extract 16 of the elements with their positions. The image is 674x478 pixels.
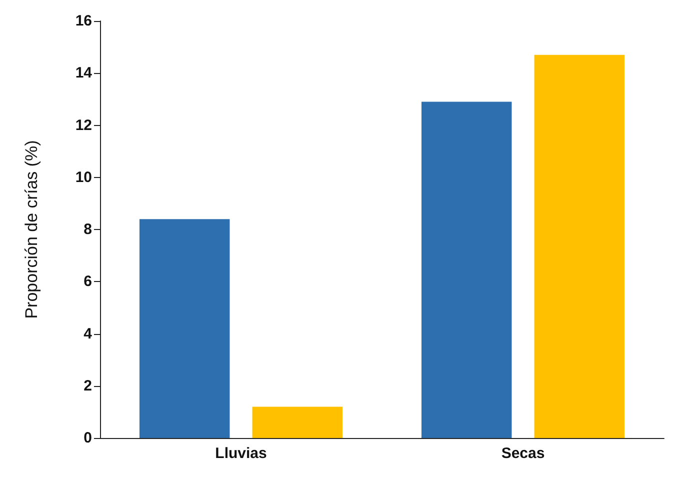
x-tick-label: Lluvias — [215, 445, 267, 462]
y-tick-label: 8 — [84, 221, 92, 238]
y-tick-label: 12 — [75, 116, 92, 134]
y-axis-title: Proporción de crías (%) — [22, 140, 41, 319]
y-tick-label: 2 — [84, 377, 92, 394]
bar — [139, 219, 230, 438]
y-tick-label: 6 — [84, 273, 92, 290]
y-tick-label: 10 — [75, 168, 92, 186]
y-tick-label: 0 — [84, 430, 92, 446]
y-tick-label: 4 — [84, 325, 93, 342]
y-tick-label: 14 — [75, 64, 93, 82]
bar — [252, 406, 343, 438]
bar — [421, 102, 512, 438]
y-tick-label: 16 — [75, 12, 92, 30]
bar — [534, 54, 625, 438]
x-tick-label: Secas — [501, 445, 545, 462]
